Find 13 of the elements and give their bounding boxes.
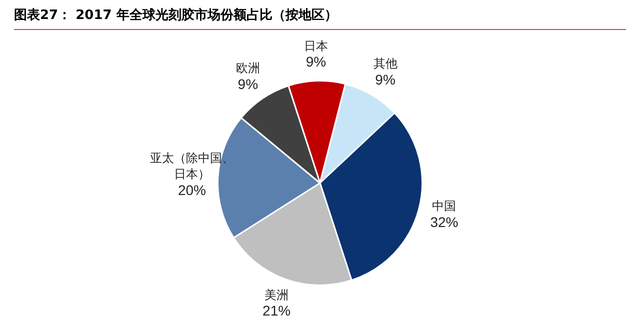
slice-label: 欧洲 (236, 61, 260, 76)
slice-label: 美洲 (264, 288, 289, 302)
data-label: 32% (430, 214, 458, 230)
data-label: 21% (262, 302, 291, 319)
data-label: 9% (375, 71, 396, 88)
slice-label: 日本 (304, 38, 328, 53)
slice-label: 中国 (432, 199, 456, 214)
data-label: 9% (306, 54, 326, 70)
slice-label: 其他 (373, 56, 398, 71)
data-label: 20% (178, 182, 206, 198)
chart-title: 图表27： 2017 年全球光刻胶市场份额占比（按地区） (14, 6, 626, 30)
slice-label: 亚太（除中国、日本） (150, 151, 234, 182)
data-label: 9% (238, 76, 258, 92)
